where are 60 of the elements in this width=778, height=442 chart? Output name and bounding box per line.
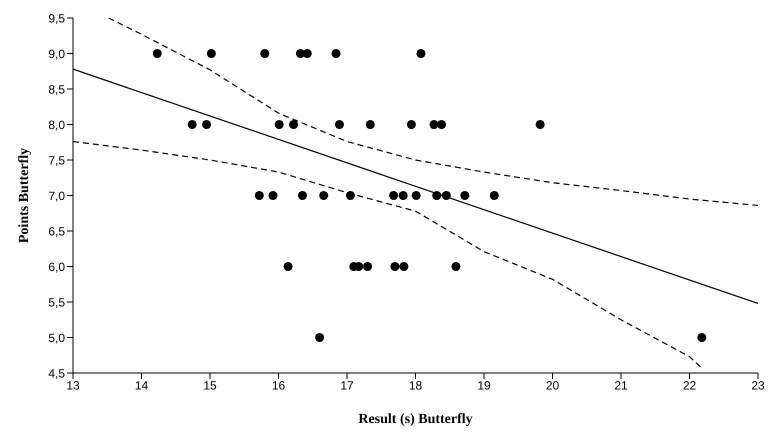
- point: [412, 190, 421, 200]
- point: [332, 48, 341, 58]
- x-tick-label: 21: [614, 378, 628, 393]
- x-tick-label: 14: [134, 378, 148, 393]
- y-axis-title: Points Butterfly: [16, 148, 32, 244]
- point: [363, 262, 372, 272]
- y-tick-label: 6,0: [48, 260, 66, 274]
- y-tick-label: 4,5: [48, 366, 66, 380]
- x-tick-label: 23: [751, 378, 765, 393]
- point: [268, 190, 278, 200]
- point: [274, 120, 284, 130]
- x-tick-label: 19: [477, 378, 491, 393]
- y-tick-label: 7,0: [48, 188, 66, 203]
- point: [334, 120, 344, 130]
- point: [319, 190, 328, 200]
- point: [254, 190, 264, 200]
- x-tick-label: 17: [340, 378, 354, 393]
- x-tick-label: 15: [203, 378, 217, 393]
- point: [315, 332, 324, 342]
- point: [260, 48, 270, 58]
- point: [429, 120, 439, 130]
- point: [442, 190, 451, 200]
- y-tick-label: 5,0: [48, 330, 66, 345]
- x-tick-label: 13: [66, 378, 80, 393]
- point: [302, 48, 312, 58]
- point: [206, 48, 216, 58]
- point: [202, 120, 212, 130]
- point: [697, 332, 706, 342]
- x-tick-label: 20: [546, 378, 560, 393]
- y-tick-label: 9,5: [48, 11, 66, 26]
- y-tick-label: 6,5: [48, 224, 66, 238]
- y-tick-label: 8,5: [48, 82, 66, 96]
- point: [398, 190, 408, 200]
- y-tick-label: 5,5: [48, 295, 66, 310]
- y-tick-label: 9,0: [48, 46, 66, 61]
- x-tick-label: 16: [272, 378, 286, 393]
- point: [490, 190, 499, 200]
- point: [536, 120, 545, 130]
- point: [366, 120, 375, 130]
- point: [451, 262, 460, 272]
- point: [432, 190, 442, 200]
- y-tick-label: 7,5: [48, 153, 66, 168]
- point: [460, 190, 470, 200]
- y-tick-label: 8,0: [48, 118, 66, 132]
- point: [406, 120, 416, 130]
- point: [390, 262, 400, 272]
- point: [152, 48, 162, 58]
- point: [284, 262, 293, 272]
- x-tick-label: 18: [408, 378, 422, 393]
- point: [346, 190, 355, 200]
- x-tick-label: 22: [682, 378, 696, 393]
- line-series: [108, 18, 758, 206]
- point: [389, 190, 398, 200]
- point: [437, 120, 446, 130]
- point: [298, 190, 307, 200]
- point: [188, 120, 197, 130]
- point: [399, 262, 408, 272]
- x-axis-title: Result (s) Butterfly: [358, 412, 473, 427]
- point: [289, 120, 298, 130]
- point: [416, 48, 426, 58]
